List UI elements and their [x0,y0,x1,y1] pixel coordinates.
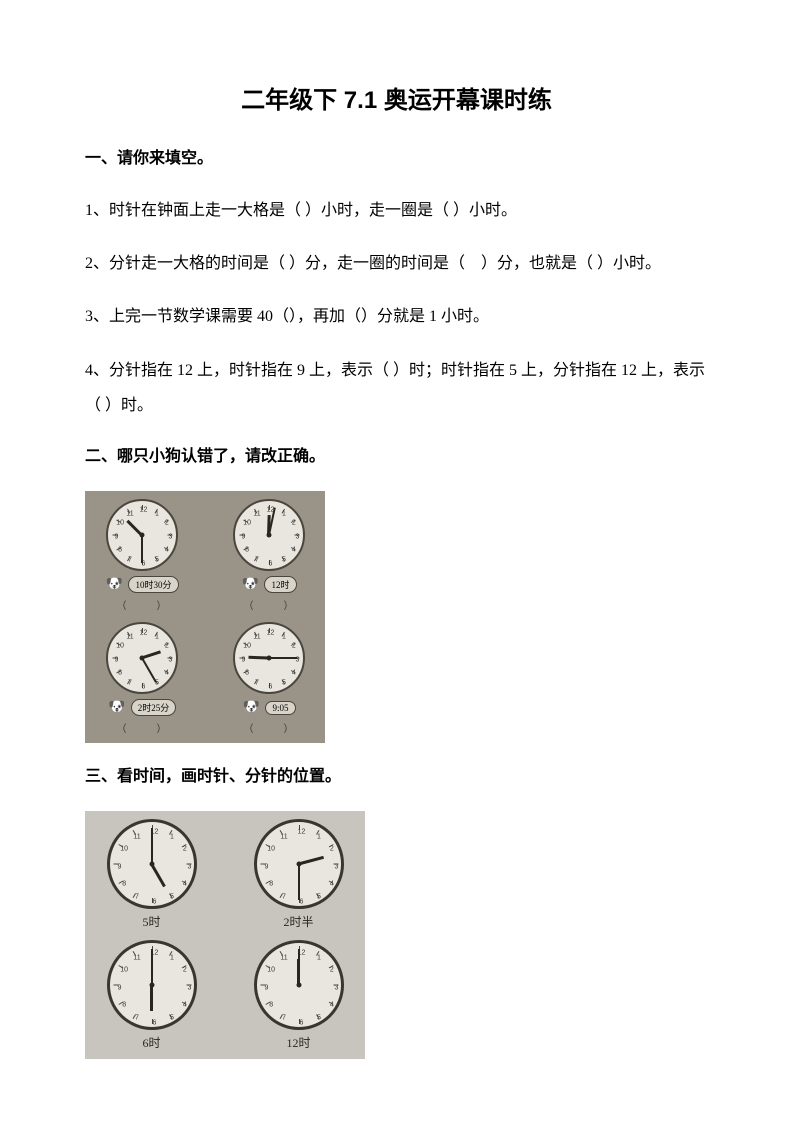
minute-hand [298,949,300,985]
speech-bubble: 2时25分 [131,699,177,716]
dog-icon: 🐶 [240,575,260,595]
section3-heading: 三、看时间，画时针、分针的位置。 [85,761,708,793]
minute-hand [151,949,153,985]
clock-face: 123456789101112 [106,622,178,694]
section2-clock-grid: 123456789101112🐶10时30分（ ）123456789101112… [85,491,325,743]
minute-hand [298,864,300,900]
answer-blank: （ ） [220,720,317,735]
hour-hand [150,985,153,1011]
clock-face: 123456789101112 [254,940,344,1030]
clock-label: 5时 [142,913,160,930]
clock-face: 123456789101112 [254,819,344,909]
clock-cell: 123456789101112 12时 [240,940,357,1051]
page-title: 二年级下 7.1 奥运开幕课时练 [85,80,708,115]
question-2: 2、分针走一大格的时间是（ ）分，走一圈的时间是（ ）分，也就是（ ）小时。 [85,246,708,281]
dog-bubble-row: 🐶10时30分 [104,575,178,595]
answer-blank: （ ） [93,720,190,735]
minute-hand [151,828,153,864]
speech-bubble: 12时 [264,576,296,593]
clock-label: 2时半 [283,913,313,930]
dog-icon: 🐶 [241,698,261,718]
answer-blank: （ ） [220,597,317,612]
minute-hand [141,657,157,682]
clock-face: 123456789101112 [233,622,305,694]
clock-cell: 123456789101112 🐶12时 （ ） [220,499,317,612]
hour-hand [150,863,166,887]
question-1: 1、时针在钟面上走一大格是（ ）小时，走一圈是（ ）小时。 [85,193,708,228]
hour-hand [141,650,161,659]
clock-label: 12时 [286,1034,310,1051]
section1-heading: 一、请你来填空。 [85,143,708,175]
dog-bubble-row: 🐶12时 [240,575,296,595]
clock-cell: 123456789101112 2时半 [240,819,357,930]
clock-face: 123456789101112 [107,819,197,909]
dog-bubble-row: 🐶 9:05 [241,698,295,718]
clock-cell: 123456789101112 🐶2时25分 （ ） [93,622,190,735]
clock-cell: 123456789101112 5时 [93,819,210,930]
minute-hand [269,657,297,659]
section3-clock-grid: 1234567891011125时1234567891011122时半12345… [85,811,365,1059]
speech-bubble: 10时30分 [128,576,178,593]
clock-cell: 123456789101112 🐶 9:05 （ ） [220,622,317,735]
clock-face: 123456789101112 [106,499,178,571]
dog-bubble-row: 🐶2时25分 [107,698,177,718]
dog-icon: 🐶 [104,575,124,595]
section2-heading: 二、哪只小狗认错了，请改正确。 [85,441,708,473]
question-4: 4、分针指在 12 上，时针指在 9 上，表示（ ）时；时针指在 5 上，分针指… [85,353,708,423]
clock-face: 123456789101112 [107,940,197,1030]
question-3: 3、上完一节数学课需要 40（），再加（）分就是 1 小时。 [85,299,708,334]
dog-icon: 🐶 [107,698,127,718]
hour-hand [298,856,324,866]
clock-cell: 123456789101112 🐶10时30分 （ ） [93,499,190,612]
answer-blank: （ ） [93,597,190,612]
minute-hand [141,535,143,563]
speech-bubble: 9:05 [265,701,295,715]
clock-cell: 123456789101112 6时 [93,940,210,1051]
clock-label: 6时 [142,1034,160,1051]
clock-face: 123456789101112 [233,499,305,571]
